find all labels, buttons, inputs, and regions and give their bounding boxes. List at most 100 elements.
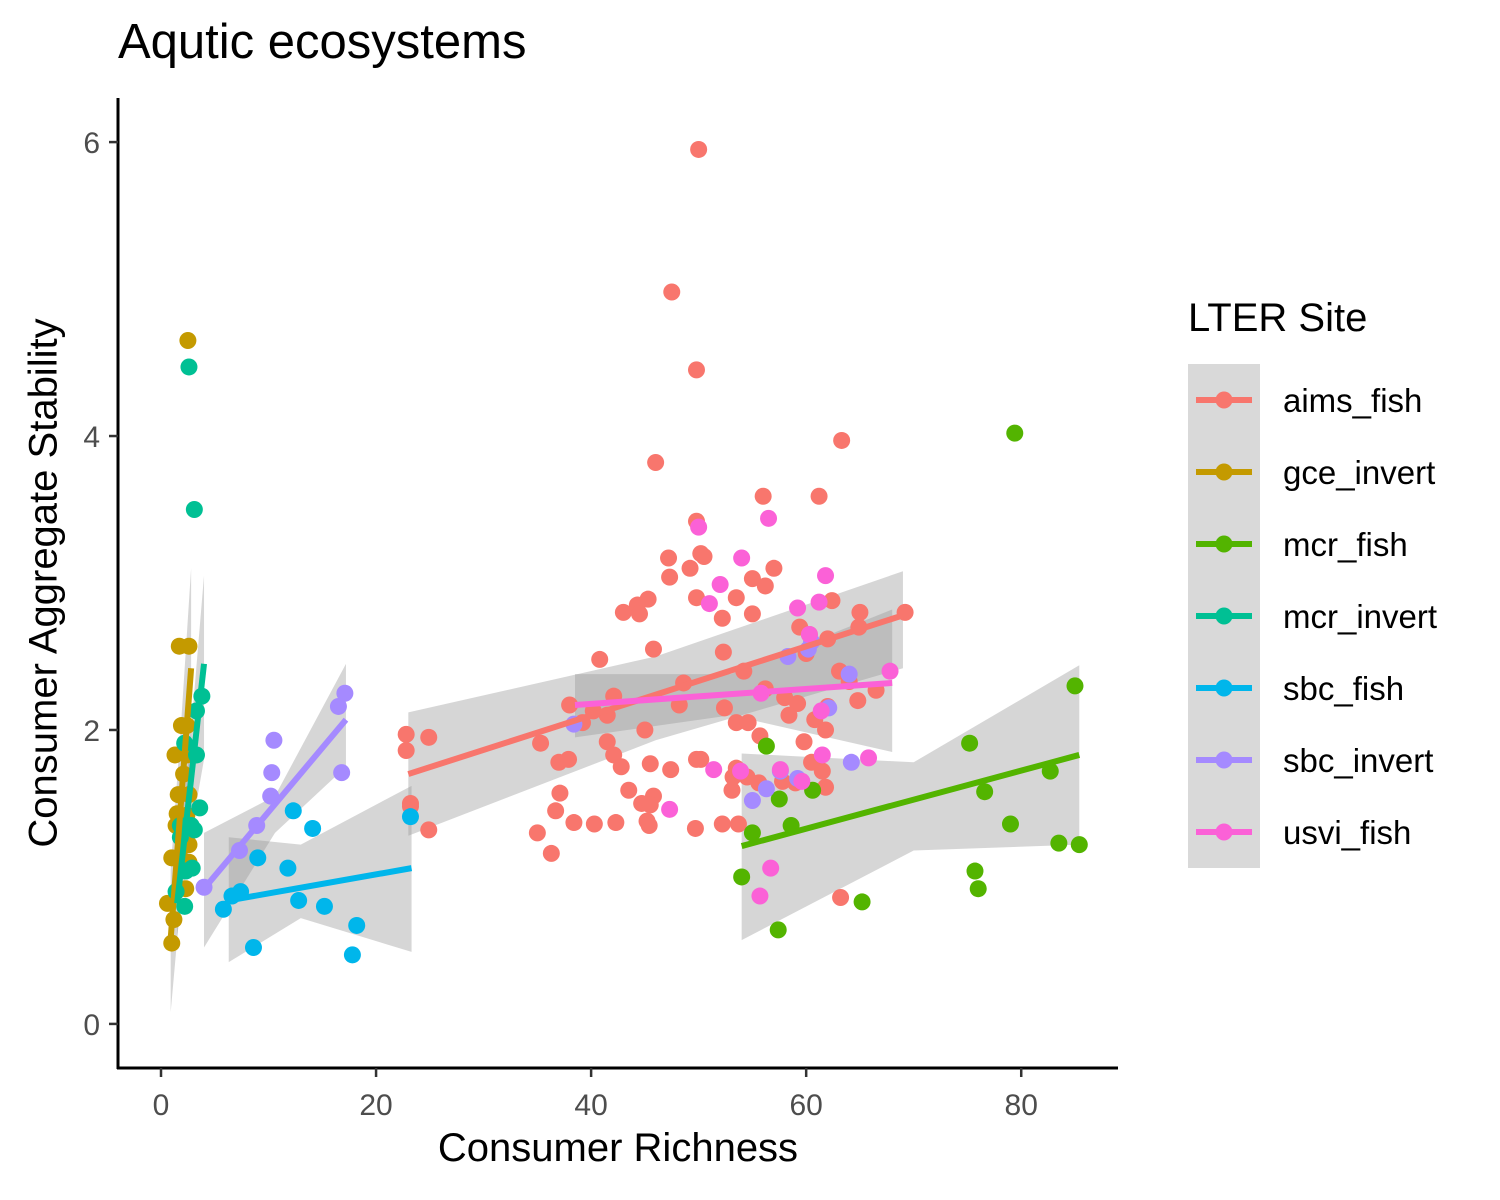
data-point-aims-fish bbox=[743, 605, 761, 623]
data-point-aims-fish bbox=[823, 592, 841, 610]
data-point-sbc-invert bbox=[329, 697, 347, 715]
data-point-aims-fish bbox=[810, 487, 828, 505]
data-point-usvi-fish bbox=[690, 518, 708, 536]
data-point-usvi-fish bbox=[860, 749, 878, 767]
data-point-sbc-invert bbox=[265, 731, 283, 749]
data-point-aims-fish bbox=[397, 742, 415, 760]
data-point-mcr-fish bbox=[1070, 836, 1088, 854]
data-point-sbc-fish bbox=[304, 819, 322, 837]
data-point-aims-fish bbox=[789, 695, 807, 713]
data-point-aims-fish bbox=[817, 721, 835, 739]
legend-label-sbc-invert: sbc_invert bbox=[1283, 742, 1434, 779]
y-axis-label: Consumer Aggregate Stability bbox=[21, 318, 66, 848]
data-point-usvi-fish bbox=[800, 625, 818, 643]
data-point-usvi-fish bbox=[881, 662, 899, 680]
data-point-usvi-fish bbox=[705, 761, 723, 779]
data-point-aims-fish bbox=[714, 643, 732, 661]
data-point-mcr-fish bbox=[733, 868, 751, 886]
data-point-aims-fish bbox=[420, 728, 438, 746]
data-point-sbc-invert bbox=[333, 764, 351, 782]
data-point-aims-fish bbox=[585, 815, 603, 833]
legend-label-sbc-fish: sbc_fish bbox=[1283, 670, 1405, 707]
trend-line-sbc-invert bbox=[201, 717, 349, 891]
data-point-sbc-invert bbox=[743, 792, 761, 810]
data-point-aims-fish bbox=[662, 761, 680, 779]
data-point-sbc-invert bbox=[840, 665, 858, 683]
data-point-gce-invert bbox=[179, 332, 197, 349]
legend-label-usvi-fish: usvi_fish bbox=[1283, 814, 1412, 851]
data-point-sbc-invert bbox=[757, 780, 775, 798]
data-point-aims-fish bbox=[729, 815, 747, 833]
data-point-gce-invert bbox=[180, 637, 198, 655]
data-point-sbc-fish bbox=[279, 859, 297, 877]
data-point-aims-fish bbox=[754, 487, 772, 505]
data-point-mcr-fish bbox=[743, 824, 761, 842]
data-point-sbc-invert bbox=[842, 753, 860, 771]
data-point-aims-fish bbox=[561, 696, 579, 714]
data-point-usvi-fish bbox=[793, 772, 811, 790]
data-point-aims-fish bbox=[397, 725, 415, 743]
confidence-band-sbc-fish bbox=[228, 785, 412, 963]
data-point-gce-invert bbox=[166, 746, 184, 764]
legend-key-point bbox=[1215, 391, 1233, 409]
chart-title: Aqutic ecosystems bbox=[118, 15, 527, 69]
data-point-aims-fish bbox=[681, 559, 699, 577]
legend-key-point bbox=[1215, 535, 1233, 553]
legend-label-mcr-fish: mcr_fish bbox=[1283, 526, 1408, 563]
data-point-sbc-fish bbox=[214, 900, 232, 918]
legend-label-aims-fish: aims_fish bbox=[1283, 382, 1423, 419]
data-point-mcr-fish bbox=[1066, 677, 1084, 695]
data-point-mcr-invert bbox=[180, 358, 198, 376]
data-point-aims-fish bbox=[532, 734, 550, 752]
data-point-mcr-fish bbox=[1006, 424, 1024, 442]
data-point-mcr-fish bbox=[1050, 834, 1068, 852]
data-point-usvi-fish bbox=[812, 702, 830, 720]
legend bbox=[1188, 364, 1260, 868]
data-point-aims-fish bbox=[695, 548, 713, 566]
data-point-usvi-fish bbox=[700, 595, 718, 613]
data-point-mcr-fish bbox=[969, 880, 987, 898]
y-tick-label: 0 bbox=[83, 1009, 100, 1042]
data-point-aims-fish bbox=[743, 570, 761, 588]
data-point-mcr-fish bbox=[966, 862, 984, 880]
data-point-aims-fish bbox=[727, 714, 745, 732]
data-point-aims-fish bbox=[565, 814, 583, 832]
data-point-aims-fish bbox=[739, 714, 757, 732]
confidence-band-aims-fish bbox=[408, 571, 903, 836]
data-point-aims-fish bbox=[640, 817, 658, 834]
legend-key-point bbox=[1215, 463, 1233, 481]
data-point-aims-fish bbox=[547, 802, 565, 820]
x-tick-label: 20 bbox=[359, 1089, 392, 1122]
trend-lines bbox=[167, 612, 1081, 939]
data-point-aims-fish bbox=[660, 549, 678, 567]
data-point-aims-fish bbox=[647, 453, 665, 471]
legend-key-point bbox=[1215, 607, 1233, 625]
legend-key-point bbox=[1215, 751, 1233, 769]
data-point-aims-fish bbox=[644, 640, 662, 658]
data-point-aims-fish bbox=[641, 796, 659, 814]
data-point-sbc-fish bbox=[401, 808, 419, 826]
data-point-mcr-invert bbox=[176, 897, 194, 915]
data-point-aims-fish bbox=[813, 762, 831, 780]
data-point-sbc-invert bbox=[336, 684, 354, 702]
data-point-usvi-fish bbox=[733, 549, 751, 567]
data-point-mcr-fish bbox=[1001, 815, 1019, 833]
data-point-usvi-fish bbox=[813, 746, 831, 764]
data-point-sbc-invert bbox=[263, 764, 281, 782]
data-point-sbc-fish bbox=[290, 891, 308, 909]
data-point-aims-fish bbox=[833, 431, 851, 449]
data-point-aims-fish bbox=[641, 755, 659, 773]
data-point-aims-fish bbox=[727, 589, 745, 607]
data-point-aims-fish bbox=[591, 650, 609, 668]
data-point-aims-fish bbox=[756, 577, 774, 595]
data-point-mcr-fish bbox=[769, 921, 787, 939]
data-point-aims-fish bbox=[542, 844, 560, 862]
data-point-usvi-fish bbox=[760, 509, 778, 527]
data-point-mcr-fish bbox=[757, 737, 775, 755]
data-point-sbc-fish bbox=[249, 849, 267, 867]
data-point-mcr-invert bbox=[191, 799, 209, 817]
data-point-aims-fish bbox=[614, 603, 632, 621]
data-point-usvi-fish bbox=[732, 762, 750, 780]
